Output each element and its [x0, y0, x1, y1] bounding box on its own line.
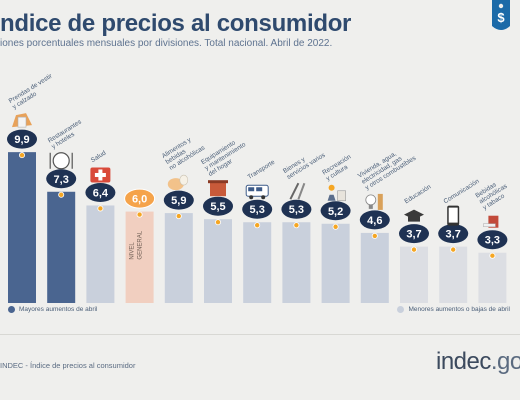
category-label-2: Salud	[90, 149, 108, 164]
home-equipment-icon	[208, 180, 228, 197]
legend-high-swatch	[8, 306, 15, 313]
bar-top-dot-0	[18, 152, 25, 159]
data-label-8: 5,2	[328, 206, 343, 218]
data-label-6: 5,3	[250, 204, 265, 216]
data-label-3: 6,0	[132, 194, 147, 206]
health-icon	[90, 167, 111, 183]
legend-low-swatch	[397, 306, 405, 313]
communication-icon	[447, 205, 460, 226]
legend-low: Menores aumentos o bajas de abril	[397, 306, 510, 313]
value-badge-10	[399, 224, 429, 244]
bar-top-dot-10	[410, 246, 417, 253]
data-label-1: 7,3	[54, 174, 69, 186]
value-badge-6	[242, 199, 273, 219]
value-badge-0	[7, 129, 37, 149]
category-label-line: Comunicación	[443, 178, 481, 206]
category-label-8: Recreacióny cultura	[321, 153, 356, 182]
bar-top-dot-12	[489, 252, 496, 259]
bar-top-dot-9	[371, 232, 378, 239]
source-note: INDEC - Índice de precios al consumidor	[0, 361, 136, 370]
food-icon	[167, 174, 189, 191]
bar-11	[439, 246, 468, 303]
bar-top-dot-4	[175, 213, 182, 220]
price-tag-icon: $	[492, 0, 510, 30]
data-label-7: 5,3	[289, 204, 304, 216]
bar-12	[478, 252, 507, 303]
bar-2	[86, 205, 115, 303]
page-title: ndice de precios al consumidor	[0, 10, 352, 37]
bar-10	[400, 246, 428, 303]
svg-text:$: $	[497, 10, 505, 25]
legend-low-label: Menores aumentos o bajas de abril	[408, 306, 510, 313]
category-label-line: Transporte	[247, 159, 277, 181]
category-label-line: Salud	[90, 149, 108, 164]
clothing-icon	[12, 113, 32, 128]
category-label-4: Alimentos ybebidasno alcohólicas	[161, 133, 206, 172]
bar-top-dot-5	[214, 219, 221, 226]
value-badge-9	[359, 210, 390, 230]
logo-suffix: .gob	[490, 348, 520, 375]
bar-4	[164, 213, 193, 303]
goods-services-icon	[289, 182, 306, 200]
category-label-11: Comunicación	[443, 178, 481, 206]
value-badge-2	[85, 182, 116, 202]
page-subtitle: iones porcentuales mensuales por divisio…	[0, 38, 333, 49]
data-label-10: 3,7	[406, 229, 421, 241]
legend-high-label: Mayores aumentos de abril	[19, 306, 98, 313]
alcohol-tobacco-icon	[483, 215, 499, 228]
value-badge-7	[281, 199, 312, 219]
education-icon	[404, 209, 424, 222]
value-badge-8	[320, 201, 351, 221]
data-label-11: 3,7	[446, 229, 461, 241]
category-label-5: Equipamientoy mantenimientodel hogar	[200, 135, 251, 178]
legend-high: Mayores aumentos de abril	[8, 306, 97, 313]
bar-6	[243, 222, 272, 303]
restaurant-icon	[49, 152, 73, 170]
value-badge-4	[163, 190, 194, 210]
data-label-9: 4,6	[367, 215, 382, 227]
category-label-3-0: NIVEL	[130, 242, 136, 260]
bar-top-dot-11	[450, 246, 457, 253]
bar-top-dot-6	[254, 222, 261, 229]
category-label-0: Prendas de vestiry calzado	[8, 72, 58, 111]
category-label-10: Educación	[403, 183, 432, 205]
bar-top-dot-1	[58, 191, 65, 198]
category-label-7: Bienes yservicios varios	[282, 146, 326, 181]
category-label-line: Educación	[403, 183, 432, 205]
data-label-4: 5,9	[171, 195, 186, 207]
data-label-12: 3,3	[485, 235, 500, 247]
category-label-9: Vivienda, agua,electricidad, gasy otros …	[357, 143, 418, 192]
bar-8	[321, 223, 350, 303]
bar-top-dot-3	[136, 211, 143, 218]
indec-logo[interactable]: indec.gob	[436, 348, 520, 376]
housing-utilities-icon	[365, 193, 383, 210]
value-badge-5	[203, 196, 233, 216]
bar-7	[282, 222, 311, 303]
bar-top-dot-2	[97, 205, 104, 212]
bar-5	[204, 219, 232, 303]
footer-divider	[0, 334, 520, 335]
transport-icon	[245, 184, 269, 200]
data-label-0: 9,9	[14, 134, 29, 146]
value-badge-12	[477, 230, 508, 250]
bar-top-dot-8	[332, 223, 339, 230]
bar-top-dot-7	[293, 222, 300, 229]
value-badge-1	[46, 169, 77, 189]
recreation-icon	[327, 184, 346, 202]
bar-0	[8, 152, 36, 303]
data-label-2: 6,4	[93, 187, 109, 199]
data-label-5: 5,5	[210, 201, 225, 213]
bar-3	[125, 211, 154, 303]
category-label-3-1: GENERAL	[138, 230, 144, 259]
value-badge-11	[438, 224, 469, 244]
bar-9	[360, 232, 389, 303]
logo-main: indec	[436, 348, 491, 375]
category-label-12: Bebidasalcohólicasy tabaco	[474, 177, 512, 212]
category-label-1: Restaurantesy hoteles	[47, 118, 87, 150]
bar-chart: 9,9 Prendas de vestiry calzado 7,3 Restaura…	[7, 72, 512, 303]
value-badge-3	[124, 188, 156, 209]
bar-1	[47, 191, 76, 303]
category-label-6: Transporte	[247, 159, 277, 181]
